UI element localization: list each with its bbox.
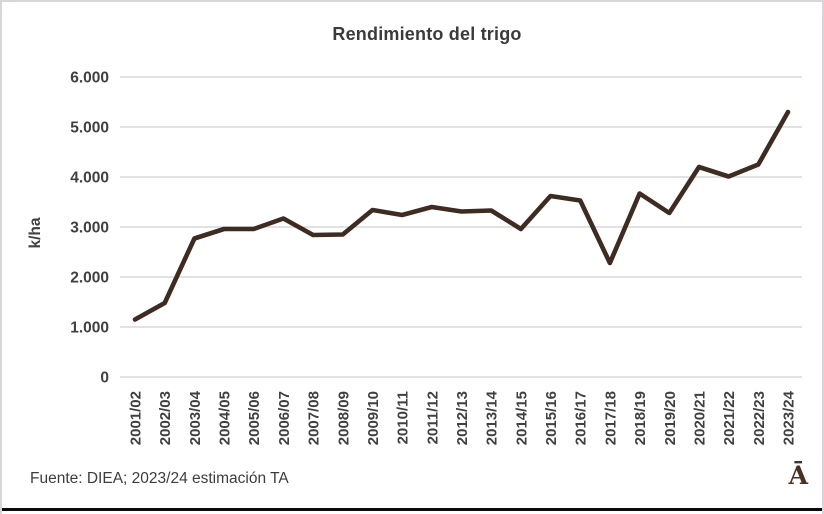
y-tick-label: 6.000 — [70, 70, 109, 87]
x-tick-label: 2019/20 — [662, 391, 679, 445]
publisher-logo: Ā — [788, 461, 808, 490]
y-tick-label: 5.000 — [70, 120, 109, 137]
y-tick-label: 3.000 — [70, 220, 109, 237]
x-tick-label: 2007/08 — [306, 391, 323, 445]
y-tick-label: 2.000 — [70, 270, 109, 287]
y-tick-label: 4.000 — [70, 170, 109, 187]
x-tick-label: 2014/15 — [513, 391, 530, 445]
x-tick-label: 2018/19 — [632, 391, 649, 445]
y-axis-title: k/ha — [27, 217, 44, 248]
x-tick-label: 2015/16 — [543, 391, 560, 445]
y-tick-label: 1.000 — [70, 320, 109, 337]
x-tick-label: 2005/06 — [246, 391, 263, 445]
x-tick-label: 2006/07 — [276, 391, 293, 445]
x-tick-label: 2004/05 — [217, 391, 234, 445]
x-tick-label: 2003/04 — [187, 390, 204, 445]
x-tick-label: 2020/21 — [691, 391, 708, 445]
x-tick-label: 2017/18 — [602, 391, 619, 445]
x-tick-label: 2010/11 — [395, 391, 412, 444]
x-tick-label: 2002/03 — [157, 391, 174, 445]
x-tick-label: 2009/10 — [365, 391, 382, 445]
x-tick-label: 2021/22 — [721, 391, 738, 445]
source-note: Fuente: DIEA; 2023/24 estimación TA — [30, 470, 289, 487]
wheat-yield-chart: 0 1.000 2.000 3.000 4.000 5.000 6.000 2001/02 20… — [27, 70, 802, 445]
x-tick-label: 2011/12 — [424, 391, 441, 444]
x-tick-label: 2013/14 — [484, 390, 501, 445]
y-tick-label: 0 — [100, 370, 109, 387]
x-tick-label: 2016/17 — [573, 391, 590, 445]
x-tick-label: 2023/24 — [781, 390, 798, 445]
wheat-yield-line — [132, 109, 791, 322]
chart-title: Rendimiento del trigo — [332, 24, 522, 44]
x-tick-label: 2012/13 — [454, 391, 471, 445]
x-tick-label: 2008/09 — [335, 391, 352, 445]
x-tick-label: 2001/02 — [128, 391, 145, 445]
bottom-border — [2, 508, 822, 511]
x-tick-label: 2022/23 — [751, 391, 768, 445]
